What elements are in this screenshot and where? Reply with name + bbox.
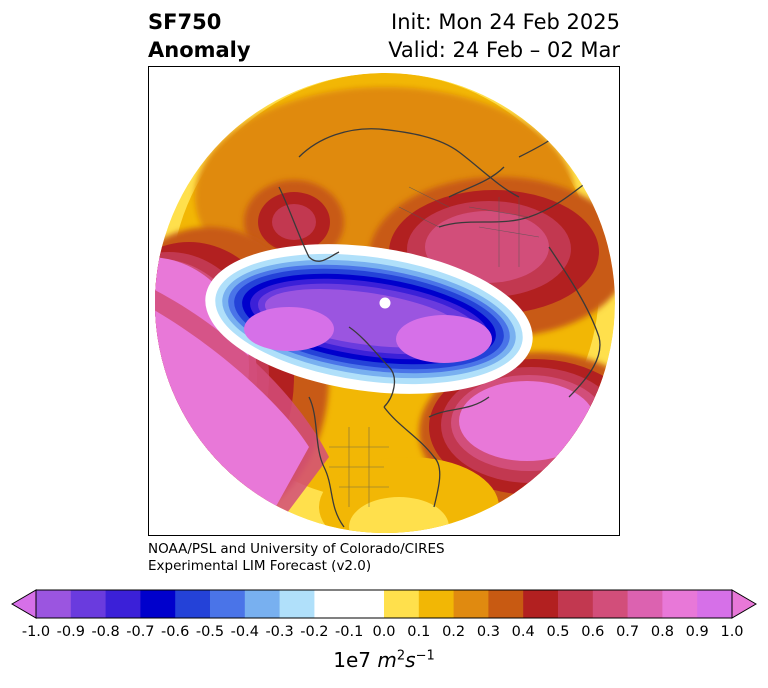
colorbar-tick-label: -0.5 bbox=[195, 624, 225, 640]
colorbar-cell bbox=[140, 590, 176, 618]
colorbar-tick-label: 1.0 bbox=[720, 624, 744, 640]
colorbar-tick-label: -0.3 bbox=[265, 624, 294, 640]
colorbar-cell bbox=[314, 590, 350, 618]
colorbar-tick-label: -0.7 bbox=[126, 624, 155, 640]
colorbar-over-arrow bbox=[731, 589, 757, 619]
colorbar-tick-label: 0.4 bbox=[511, 624, 535, 640]
colorbar-cells bbox=[36, 590, 733, 618]
colorbar-tick-label: 0.5 bbox=[546, 624, 570, 640]
colorbar-tick-label: -1.0 bbox=[21, 624, 51, 640]
colorbar-cell bbox=[384, 590, 420, 618]
unit-var-s: s bbox=[405, 648, 416, 672]
colorbar-tick-label: -0.4 bbox=[230, 624, 259, 640]
unit-exp-2: 2 bbox=[396, 648, 406, 664]
colorbar bbox=[11, 589, 757, 619]
colorbar-tick-label: 0.3 bbox=[476, 624, 500, 640]
colorbar-cell bbox=[105, 590, 141, 618]
colorbar-tick-label: -0.9 bbox=[56, 624, 85, 640]
colorbar-tick-label: 0.1 bbox=[407, 624, 431, 640]
colorbar-outline bbox=[35, 589, 733, 619]
polar-map bbox=[148, 66, 620, 536]
colorbar-tick-label: 0.7 bbox=[616, 624, 640, 640]
colorbar-unit-label: 1e7 m2s−1 bbox=[0, 648, 768, 672]
colorbar-tick-label: 0.0 bbox=[372, 624, 396, 640]
colorbar-cell bbox=[592, 590, 629, 618]
unit-exp-minus1: −1 bbox=[415, 648, 435, 664]
colorbar-cell bbox=[349, 590, 385, 618]
colorbar-cell bbox=[523, 590, 559, 618]
colorbar-tick-label: 0.2 bbox=[442, 624, 466, 640]
colorbar-tick-label: 0.6 bbox=[581, 624, 605, 640]
chart-title-block: SF750 Anomaly bbox=[148, 8, 251, 64]
colorbar-cell bbox=[210, 590, 246, 618]
colorbar-under-arrow bbox=[11, 589, 37, 619]
colorbar-cell bbox=[279, 590, 315, 618]
valid-range: Valid: 24 Feb – 02 Mar bbox=[388, 38, 620, 62]
colorbar-tick-label: -0.2 bbox=[300, 624, 329, 640]
colorbar-cell bbox=[175, 590, 211, 618]
init-date: Init: Mon 24 Feb 2025 bbox=[391, 10, 620, 34]
colorbar-cell bbox=[627, 590, 663, 618]
colorbar-cell bbox=[662, 590, 698, 618]
unit-var-m: m bbox=[377, 648, 397, 672]
colorbar-cell bbox=[558, 590, 594, 618]
colorbar-tick-label: -0.6 bbox=[161, 624, 190, 640]
colorbar-cell bbox=[453, 590, 489, 618]
colorbar-tick-label: 0.8 bbox=[650, 624, 674, 640]
colorbar-cell bbox=[36, 590, 72, 618]
colorbar-ticks: -1.0 -0.9 -0.8 -0.7 -0.6 -0.5 -0.4 -0.3 -0.2 -0.1… bbox=[0, 624, 768, 644]
anomaly-subtitle: Anomaly bbox=[148, 38, 251, 62]
colorbar-cell bbox=[697, 590, 733, 618]
credit-text: NOAA/PSL and University of Colorado/CIRE… bbox=[148, 541, 445, 575]
credit-line-1: NOAA/PSL and University of Colorado/CIRE… bbox=[148, 541, 445, 557]
colorbar-tick-label: -0.8 bbox=[91, 624, 120, 640]
colorbar-cell bbox=[70, 590, 107, 618]
colorbar-tick-label: -0.1 bbox=[335, 624, 364, 640]
colorbar-cell bbox=[244, 590, 281, 618]
credit-line-2: Experimental LIM Forecast (v2.0) bbox=[148, 558, 372, 574]
date-block: Init: Mon 24 Feb 2025 Valid: 24 Feb – 02… bbox=[388, 8, 620, 64]
colorbar-cell bbox=[418, 590, 455, 618]
colorbar-cell bbox=[488, 590, 524, 618]
variable-title: SF750 bbox=[148, 10, 222, 34]
colorbar-tick-label: 0.9 bbox=[685, 624, 709, 640]
unit-prefix: 1e7 bbox=[333, 648, 378, 672]
anomaly-field bbox=[155, 73, 615, 533]
